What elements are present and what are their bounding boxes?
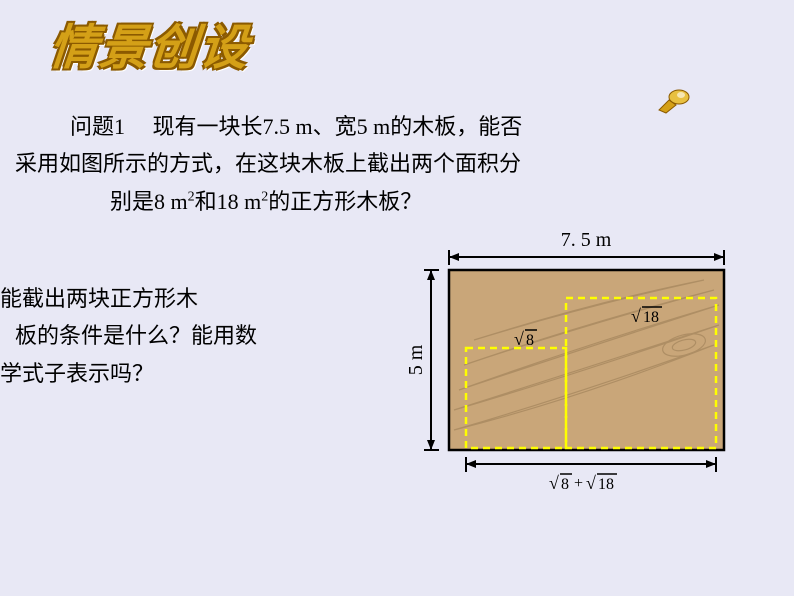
- width-label: 7. 5 m: [561, 230, 612, 251]
- svg-text:√: √: [631, 306, 641, 326]
- problem-label: 问题1: [70, 114, 125, 139]
- sqrt18-val: 18: [643, 309, 659, 326]
- bottom-plus: +: [574, 475, 583, 492]
- bottom-sqrt18: 18: [598, 476, 614, 493]
- svg-text:√: √: [549, 473, 559, 493]
- question-paragraph: 能截出两块正方形木 板的条件是什么？能用数 学式子表示吗？: [0, 280, 320, 392]
- title-text: 情景创设: [47, 8, 253, 78]
- problem-line2: 采用如图所示的方式，在这块木板上截出两个面积分: [15, 145, 644, 182]
- problem-line1: 现有一块长7.5 m、宽5 m的木板，能否: [153, 114, 523, 139]
- slide-title: 情景创设: [50, 8, 250, 78]
- height-label: 5 m: [405, 344, 427, 375]
- sqrt8-label: √ 8: [514, 329, 537, 349]
- bottom-sqrt8: 8: [561, 476, 569, 493]
- wood-board-diagram: 7. 5 m 5 m √ 8: [394, 230, 754, 510]
- problem-paragraph: 问题1 现有一块长7.5 m、宽5 m的木板，能否 采用如图所示的方式，在这块木…: [15, 108, 644, 220]
- problem-line3: 别是8 m2和18 m2的正方形木板？: [110, 183, 644, 220]
- question-line1: 能截出两块正方形木: [0, 286, 198, 311]
- question-line3: 学式子表示吗？: [0, 361, 154, 386]
- sqrt18-label: √ 18: [631, 306, 662, 326]
- svg-text:√: √: [514, 329, 524, 349]
- question-line2: 板的条件是什么？能用数: [15, 317, 320, 354]
- svg-text:√: √: [586, 473, 596, 493]
- pushpin-icon: [654, 85, 694, 115]
- bottom-sum-label: √ 8 + √ 18: [549, 473, 617, 493]
- sqrt8-val: 8: [526, 332, 534, 349]
